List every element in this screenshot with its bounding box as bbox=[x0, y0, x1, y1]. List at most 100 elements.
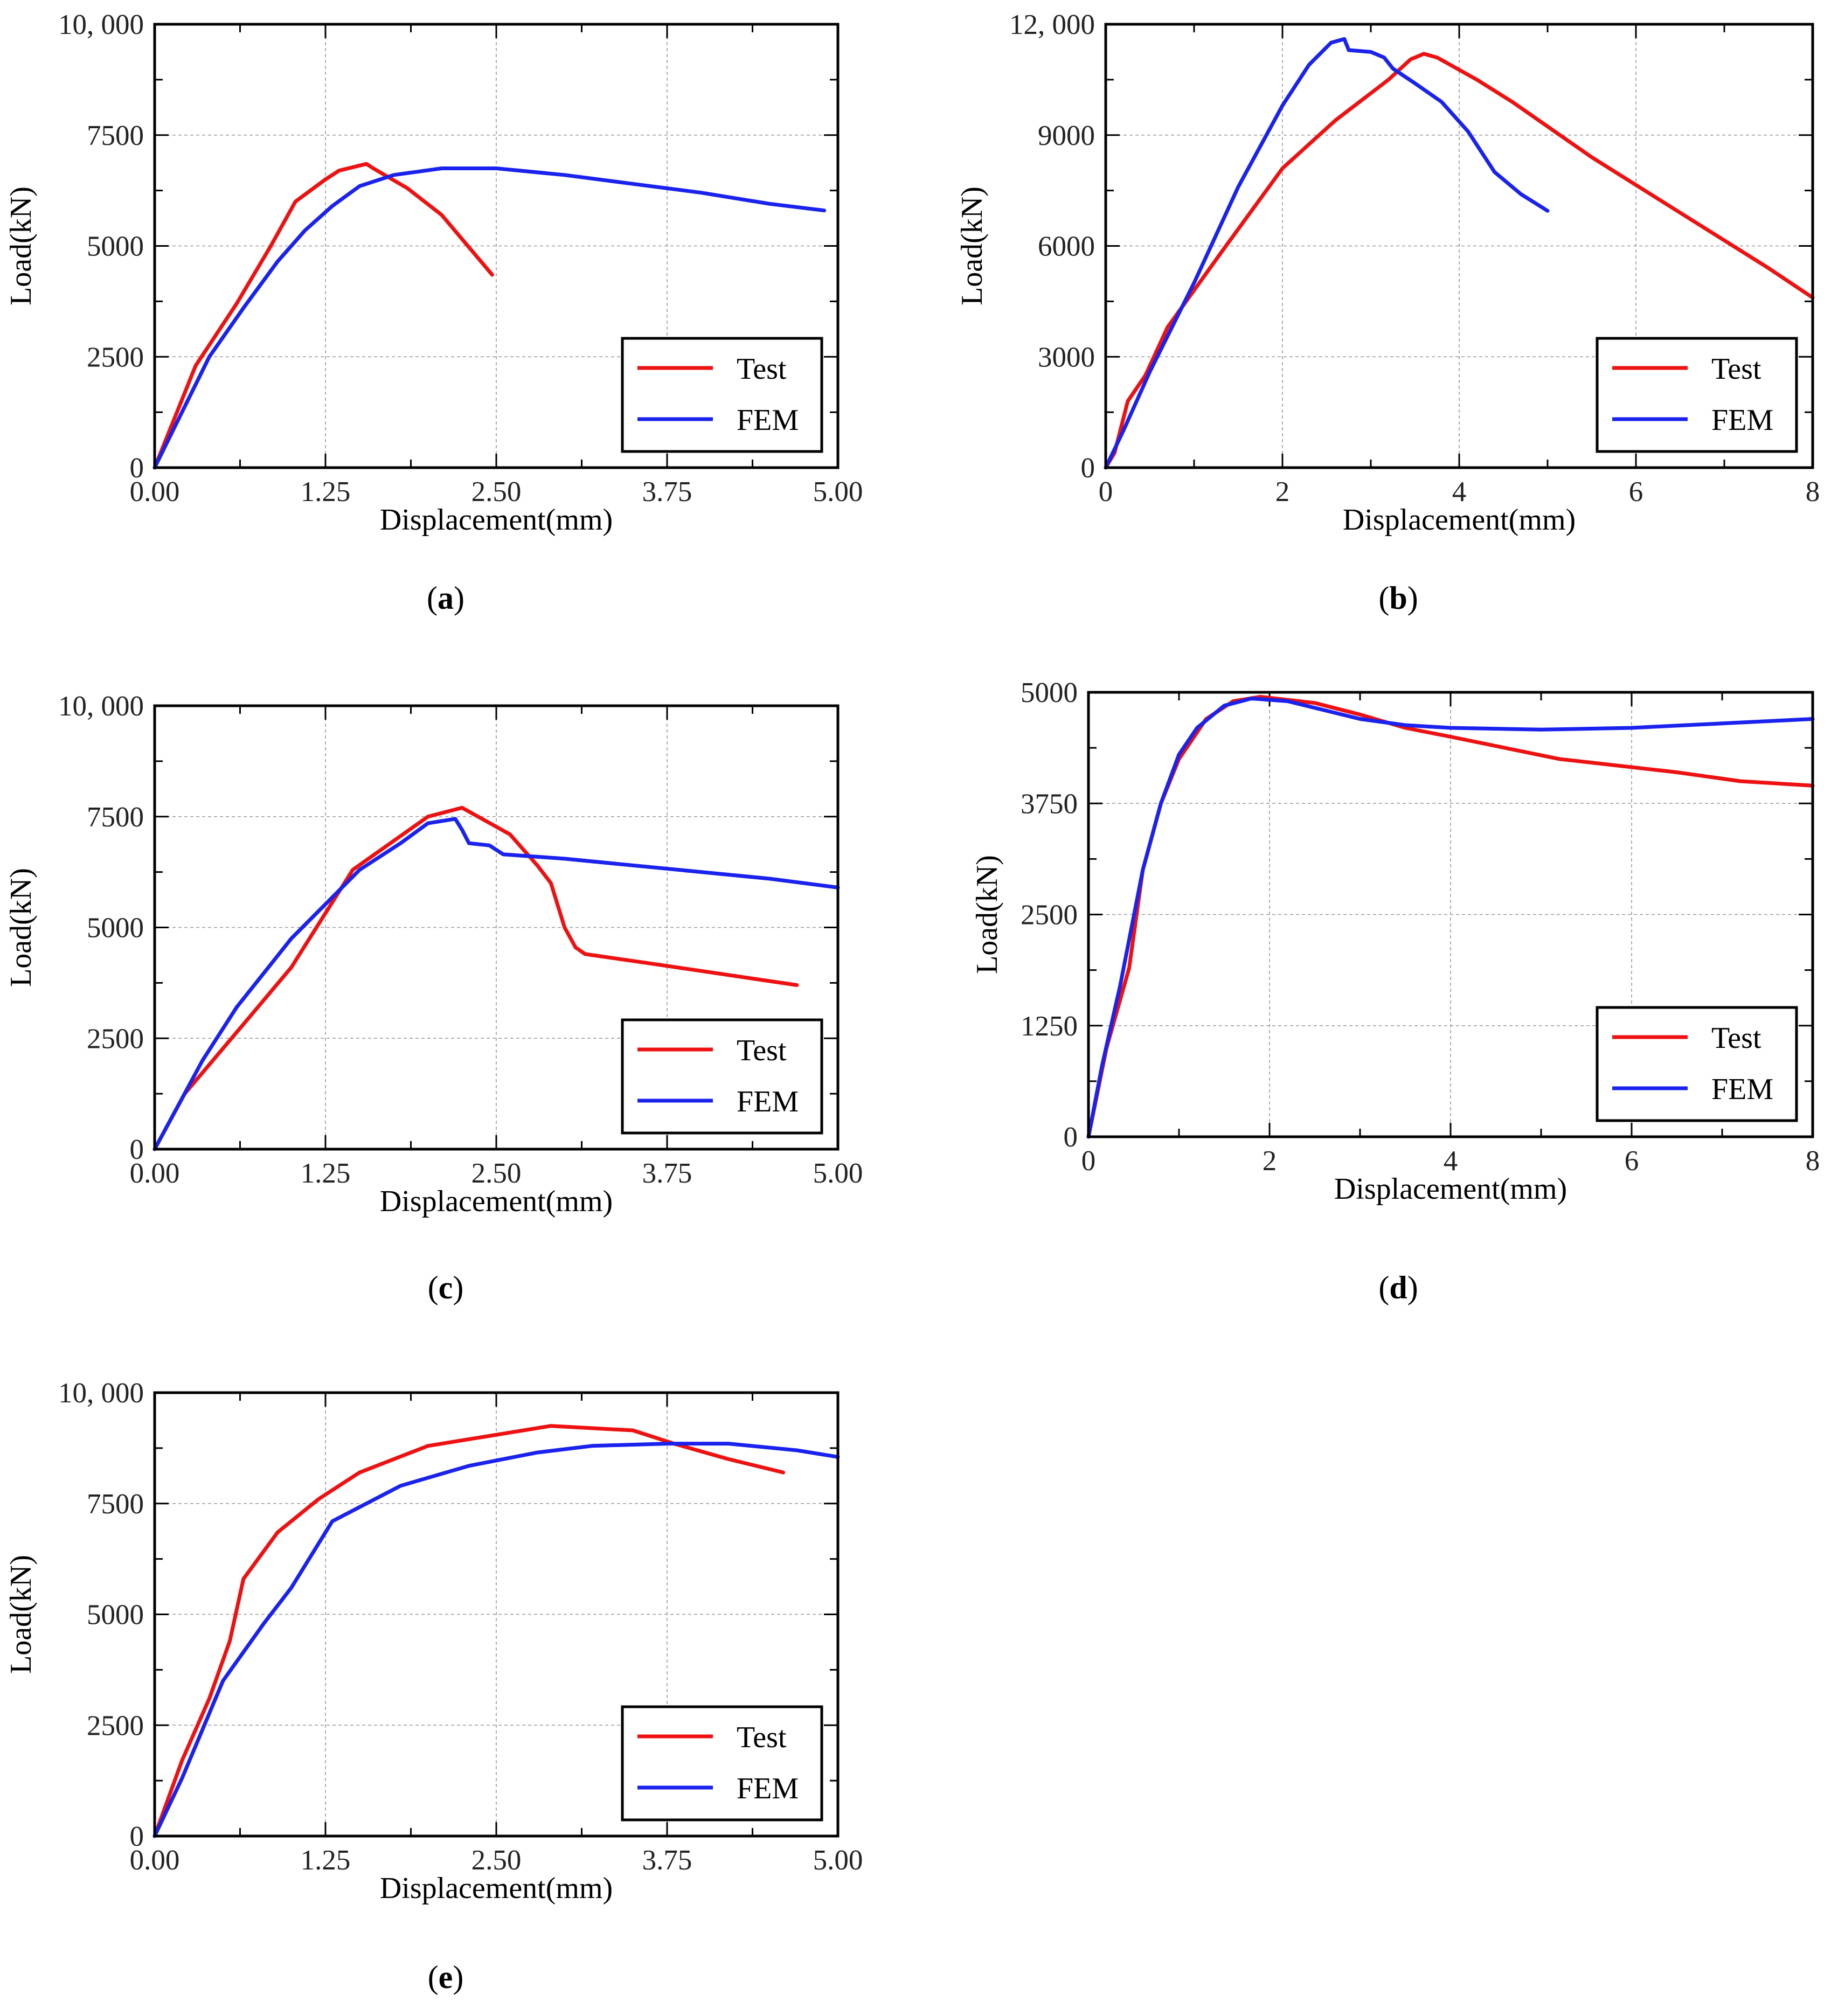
y-tick-label: 2500 bbox=[1021, 900, 1078, 931]
legend: Test FEM bbox=[621, 1018, 823, 1135]
y-tick-label: 5000 bbox=[1021, 677, 1078, 708]
legend-label-fem: FEM bbox=[1711, 404, 1773, 437]
y-tick-label: 2500 bbox=[87, 1710, 144, 1741]
legend-label-test: Test bbox=[1711, 1021, 1761, 1055]
legend: Test FEM bbox=[621, 1705, 823, 1822]
caption-letter: b bbox=[1389, 580, 1407, 616]
caption-open-paren: ( bbox=[428, 1959, 439, 1995]
series-line-fem bbox=[152, 1442, 840, 1838]
x-tick-label: 0.00 bbox=[130, 476, 180, 508]
plot-frame bbox=[1104, 23, 1814, 469]
chart-panel-e: 0.00 1.25 2.50 3.75 5.00 0 2500 5000 7500 10, 000… bbox=[4, 1378, 863, 1995]
legend-box bbox=[1596, 337, 1798, 453]
x-tick-label: 3.75 bbox=[642, 1845, 692, 1876]
caption-open-paren: ( bbox=[1378, 580, 1389, 616]
legend: Test FEM bbox=[621, 337, 823, 453]
legend-box bbox=[621, 1018, 823, 1135]
caption-open-paren: ( bbox=[427, 580, 438, 616]
x-tick-label: 0.00 bbox=[130, 1158, 180, 1189]
x-tick-label: 0.00 bbox=[130, 1845, 180, 1876]
x-tick-label: 5.00 bbox=[813, 1158, 863, 1189]
x-tick-label: 5.00 bbox=[813, 1845, 863, 1876]
x-tick-label: 8 bbox=[1806, 1145, 1820, 1177]
y-tick-label: 10, 000 bbox=[58, 691, 144, 722]
legend-box bbox=[621, 337, 823, 453]
panel-caption: (c) bbox=[428, 1270, 464, 1305]
x-axis-title: Displacement(mm) bbox=[380, 1185, 613, 1218]
caption-close-paren: ) bbox=[453, 1270, 463, 1305]
y-tick-label: 10, 000 bbox=[58, 9, 144, 40]
y-tick-label: 0 bbox=[130, 1821, 144, 1852]
caption-letter: a bbox=[438, 580, 454, 616]
legend: Test FEM bbox=[1596, 337, 1798, 453]
chart-panel-c: 0.00 1.25 2.50 3.75 5.00 0 2500 5000 7500 10, 000… bbox=[4, 691, 863, 1305]
series-line-test bbox=[1104, 52, 1815, 470]
caption-close-paren: ) bbox=[453, 1959, 463, 1995]
y-axis-title: Load(kN) bbox=[4, 1555, 38, 1674]
y-axis-title: Load(kN) bbox=[955, 186, 989, 305]
y-tick-label: 3000 bbox=[1038, 342, 1095, 373]
legend-box bbox=[1596, 1006, 1798, 1122]
x-tick-label: 8 bbox=[1806, 476, 1820, 508]
panel-caption: (d) bbox=[1378, 1270, 1418, 1305]
series-line-fem bbox=[152, 817, 840, 1151]
y-tick-label: 9000 bbox=[1038, 120, 1095, 151]
series-line-test bbox=[152, 805, 799, 1151]
y-tick-label: 6000 bbox=[1038, 231, 1095, 262]
caption-open-paren: ( bbox=[428, 1270, 439, 1305]
x-axis-title: Displacement(mm) bbox=[380, 503, 613, 537]
legend-label-test: Test bbox=[1711, 352, 1761, 386]
x-tick-label: 1.25 bbox=[301, 1845, 351, 1876]
y-tick-label: 5000 bbox=[87, 1600, 144, 1631]
x-tick-label: 3.75 bbox=[642, 1158, 692, 1189]
plot-frame bbox=[153, 704, 840, 1151]
y-tick-label: 0 bbox=[1064, 1122, 1078, 1153]
y-tick-label: 2500 bbox=[87, 1023, 144, 1054]
x-axis-title: Displacement(mm) bbox=[380, 1872, 613, 1905]
legend-label-fem: FEM bbox=[737, 1085, 799, 1118]
legend-label-test: Test bbox=[737, 352, 787, 386]
x-tick-label: 0 bbox=[1099, 476, 1113, 508]
y-tick-label: 0 bbox=[1081, 453, 1095, 484]
chart-panel-b: 0 2 4 6 8 0 3000 6000 9000 12, 000 Displacement(mm… bbox=[955, 9, 1820, 616]
y-tick-label: 2500 bbox=[87, 342, 144, 373]
y-tick-label: 0 bbox=[130, 453, 144, 484]
caption-close-paren: ) bbox=[454, 580, 464, 616]
x-tick-label: 2.50 bbox=[471, 1845, 522, 1876]
x-axis-title: Displacement(mm) bbox=[1334, 1172, 1567, 1206]
y-axis-title: Load(kN) bbox=[970, 855, 1004, 974]
caption-letter: c bbox=[439, 1270, 453, 1305]
series-line-test bbox=[152, 1424, 786, 1838]
x-tick-label: 6 bbox=[1629, 476, 1643, 508]
caption-close-paren: ) bbox=[1407, 580, 1418, 616]
x-tick-label: 1.25 bbox=[301, 476, 351, 508]
legend: Test FEM bbox=[1596, 1006, 1798, 1122]
y-tick-label: 5000 bbox=[87, 231, 144, 262]
plot-frame bbox=[1087, 691, 1814, 1138]
caption-letter: d bbox=[1389, 1270, 1407, 1305]
y-tick-label: 3750 bbox=[1021, 788, 1078, 819]
x-tick-label: 4 bbox=[1452, 476, 1467, 508]
y-tick-label: 7500 bbox=[87, 1489, 144, 1520]
x-tick-label: 5.00 bbox=[813, 476, 863, 508]
series-line-fem bbox=[1104, 37, 1550, 470]
legend-label-test: Test bbox=[737, 1721, 787, 1754]
y-axis-title: Load(kN) bbox=[4, 868, 38, 987]
legend-label-test: Test bbox=[737, 1034, 787, 1067]
x-tick-label: 6 bbox=[1625, 1145, 1639, 1177]
x-axis-title: Displacement(mm) bbox=[1343, 503, 1576, 537]
legend-label-fem: FEM bbox=[1711, 1073, 1773, 1106]
series-line-fem bbox=[152, 166, 827, 470]
y-tick-label: 7500 bbox=[87, 802, 144, 833]
panel-caption: (b) bbox=[1378, 580, 1418, 616]
x-tick-label: 2.50 bbox=[471, 1158, 522, 1189]
y-tick-label: 7500 bbox=[87, 120, 144, 151]
panel-caption: (e) bbox=[428, 1959, 464, 1995]
y-tick-label: 10, 000 bbox=[58, 1378, 144, 1409]
y-tick-label: 1250 bbox=[1021, 1011, 1078, 1042]
y-tick-label: 5000 bbox=[87, 913, 144, 944]
plot-frame bbox=[153, 23, 840, 469]
x-tick-label: 0 bbox=[1081, 1145, 1096, 1177]
y-axis-title: Load(kN) bbox=[4, 186, 38, 305]
